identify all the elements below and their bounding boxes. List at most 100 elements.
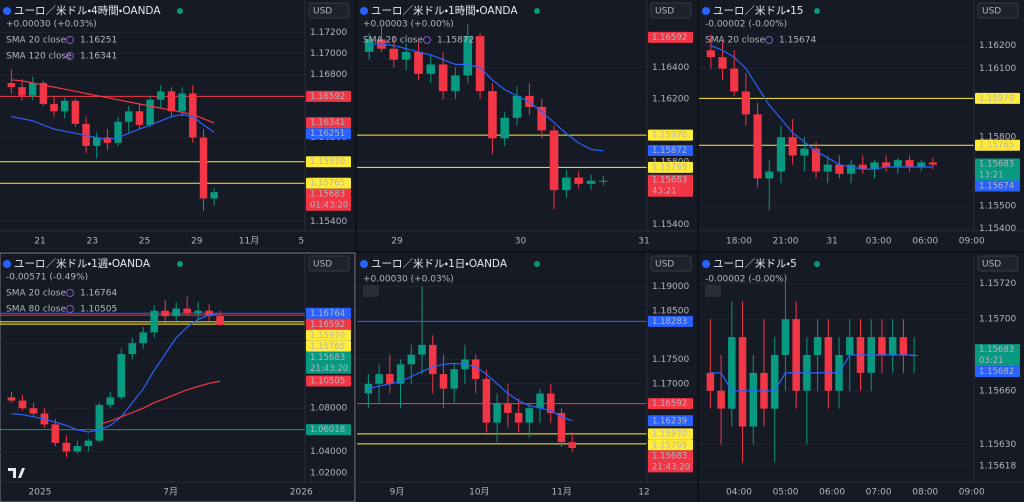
candle-body [500, 117, 510, 139]
indicator-name: SMA 20 close [6, 36, 66, 46]
x-tick-label: 11月 [239, 236, 259, 247]
indicator-icon[interactable] [765, 36, 773, 44]
price-change: -0.00002 (-0.00%) [705, 20, 787, 30]
price-tag [306, 375, 351, 387]
symbol-icon [702, 7, 710, 15]
candle-body [753, 114, 762, 179]
candle-body [39, 82, 48, 104]
candle-body [73, 446, 82, 452]
candle-body [512, 95, 522, 118]
candle-body [525, 95, 534, 107]
candle-body [161, 310, 170, 317]
candle-body [84, 440, 93, 447]
candle-body [482, 378, 491, 423]
price-tag [648, 439, 693, 451]
y-tick-label: 1.15400 [979, 224, 1016, 234]
chart-panel[interactable]: 1.172001.170001.168001.162001.1540021232… [0, 0, 355, 251]
y-tick-label: 1.15500 [979, 201, 1016, 211]
collapse-button[interactable] [363, 285, 379, 297]
candle-body [18, 87, 26, 96]
panel-background [357, 0, 697, 251]
price-tag [975, 344, 1020, 367]
candle-body [835, 164, 844, 174]
y-tick-label: 1.15400 [652, 220, 689, 230]
chart-panel[interactable]: 1.140001.120001.080001.040001.0200020257… [0, 252, 356, 502]
y-tick-label: 1.15630 [979, 440, 1016, 450]
candle-body [139, 332, 148, 344]
indicator-value: 1.10505 [80, 305, 117, 315]
x-tick-label: 7月 [163, 487, 178, 498]
candle-body [114, 121, 122, 143]
indicator-icon[interactable] [66, 289, 74, 297]
price-change: +0.00030 (+0.03%) [6, 20, 97, 30]
x-tick-label: 09:00 [959, 488, 985, 498]
currency-button[interactable] [308, 2, 350, 19]
chart-panel[interactable]: 1.15720 1.15700 1.15660 1.15630 1.15618 04:00… [699, 253, 1024, 502]
candle-body [536, 393, 544, 409]
candle-body [178, 93, 186, 112]
x-tick-label: 06:00 [912, 237, 938, 247]
panel-background [0, 0, 355, 251]
y-tick-label: 1.15800 [979, 133, 1016, 143]
sma-line [710, 45, 933, 170]
plot-area [699, 282, 974, 467]
y-tick-label: 1.17000 [310, 49, 347, 59]
y-tick-label: 1.15618 [979, 461, 1016, 471]
candle-body [537, 106, 547, 131]
currency-button[interactable] [650, 2, 692, 19]
collapse-button[interactable] [705, 285, 721, 297]
sma-line [11, 312, 221, 433]
countdown: 21:43:20 [310, 364, 348, 374]
market-status [177, 8, 183, 14]
candle-body [846, 337, 854, 355]
indicator-icon[interactable] [66, 305, 74, 313]
candle-body [364, 383, 373, 394]
x-tick-label: 29 [191, 237, 203, 247]
market-status [177, 261, 183, 267]
countdown: 43:21 [652, 187, 677, 197]
candle-body [749, 372, 758, 427]
candle-body [199, 137, 208, 199]
candle-body [194, 310, 202, 313]
currency-button[interactable] [650, 255, 692, 272]
panel-background [699, 253, 1024, 502]
y-tick-label: 1.19000 [652, 282, 689, 292]
x-tick-label: 06:00 [819, 488, 845, 498]
chart-title: ユーロ／米ドル・1日・OANDA [371, 257, 508, 270]
currency-button[interactable] [977, 255, 1019, 272]
price-tag-label: 1.15682 [979, 367, 1014, 377]
candle-body [396, 364, 405, 384]
candle-body [29, 408, 38, 414]
price-tag-label: 1.15683 [652, 451, 687, 461]
candle-body [463, 36, 473, 76]
candle-body [893, 160, 902, 167]
candle-body [568, 442, 576, 448]
currency-button[interactable] [308, 255, 350, 272]
candle-body [157, 91, 165, 100]
candle-body [18, 400, 27, 409]
chart-panel[interactable]: 1.16200 1.16100 1.15800 1.15500 1.15400 18:00… [699, 0, 1024, 251]
candle-body [800, 148, 809, 156]
indicator-icon[interactable] [423, 36, 431, 44]
y-tick-label: 1.16200 [652, 95, 689, 105]
price-tag [975, 139, 1020, 151]
candle-body [407, 354, 416, 365]
plot-area [357, 286, 647, 452]
price-tag-label: 1.18283 [652, 317, 687, 327]
candle-body [905, 160, 914, 167]
candle-body [847, 164, 856, 174]
currency-button[interactable] [977, 2, 1019, 19]
x-tick-label: 05:00 [773, 488, 799, 498]
candle-body [7, 82, 16, 88]
price-tag-label: 1.15765 [310, 179, 345, 189]
price-tag-label: 1.16592 [310, 320, 345, 330]
y-tick-label: 1.18500 [652, 306, 689, 316]
candle-body [717, 390, 725, 409]
price-tag [306, 329, 351, 341]
indicator-icon[interactable] [66, 52, 74, 60]
price-tag-label: 1.15683 [310, 353, 345, 363]
indicator-icon[interactable] [66, 36, 74, 44]
chart-panel[interactable]: 1.19000 1.18500 1.17500 1.17000 9月 10月 11月 12 ユー… [357, 253, 697, 502]
